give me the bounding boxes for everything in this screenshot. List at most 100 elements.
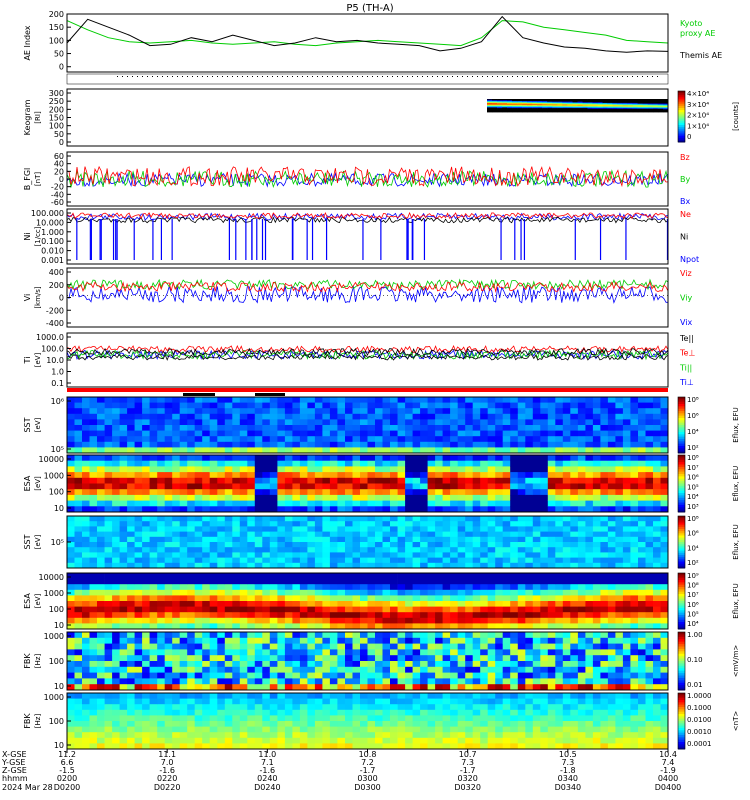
heatmap-cell bbox=[352, 419, 361, 426]
heatmap-cell bbox=[284, 472, 293, 479]
heatmap-cell bbox=[502, 573, 511, 579]
heatmap-cell bbox=[555, 500, 564, 507]
heatmap-cell bbox=[194, 557, 203, 564]
heatmap-cell bbox=[194, 402, 203, 409]
heatmap-cell bbox=[134, 612, 143, 619]
heatmap-cell bbox=[607, 552, 616, 558]
heatmap-cell bbox=[329, 637, 338, 644]
heatmap-cell bbox=[292, 516, 301, 522]
heatmap-cell bbox=[555, 460, 564, 467]
keogram-cell bbox=[612, 107, 619, 109]
heatmap-cell bbox=[645, 606, 654, 613]
keogram-cell bbox=[547, 101, 553, 103]
heatmap-cell bbox=[322, 617, 331, 624]
keogram-cell bbox=[622, 101, 629, 103]
keogram-cell bbox=[617, 102, 624, 104]
heatmap-cell bbox=[562, 419, 571, 426]
heatmap-cell bbox=[653, 460, 661, 467]
keogram-cell bbox=[517, 104, 523, 106]
heatmap-cell bbox=[97, 430, 105, 437]
heatmap-cell bbox=[420, 526, 428, 532]
heatmap-cell bbox=[74, 506, 83, 513]
heatmap-cell bbox=[97, 521, 105, 527]
heatmap-cell bbox=[292, 552, 301, 558]
heatmap-cell bbox=[307, 678, 316, 685]
heatmap-cell bbox=[247, 477, 256, 484]
heatmap-cell bbox=[67, 425, 75, 431]
heatmap-cell bbox=[547, 542, 556, 548]
heatmap-cell bbox=[465, 472, 474, 479]
heatmap-cell bbox=[592, 516, 601, 522]
heatmap-cell bbox=[570, 430, 579, 437]
keogram-cell bbox=[577, 104, 583, 106]
heatmap-cell bbox=[134, 562, 143, 569]
heatmap-cell bbox=[360, 623, 368, 630]
heatmap-cell bbox=[638, 516, 646, 522]
keogram-cell bbox=[497, 109, 503, 111]
keogram-cell bbox=[663, 105, 669, 107]
heatmap-cell bbox=[487, 547, 496, 553]
orbit-dot bbox=[402, 76, 403, 77]
heatmap-cell bbox=[82, 617, 90, 624]
heatmap-cell bbox=[367, 413, 376, 420]
keogram-cell bbox=[647, 102, 654, 104]
keogram-cell bbox=[663, 104, 669, 106]
heatmap-cell bbox=[119, 531, 128, 538]
heatmap-cell bbox=[495, 601, 504, 607]
heatmap-cell bbox=[179, 460, 188, 467]
heatmap-cell bbox=[179, 526, 188, 532]
heatmap-cell bbox=[547, 547, 556, 553]
orbit-dot bbox=[642, 76, 643, 77]
heatmap-cell bbox=[420, 500, 428, 507]
heatmap-cell bbox=[337, 466, 346, 473]
heatmap-cell bbox=[209, 436, 218, 443]
heatmap-cell bbox=[638, 460, 646, 467]
heatmap-cell bbox=[532, 589, 541, 596]
heatmap-cell bbox=[247, 562, 256, 569]
heatmap-cell bbox=[540, 447, 549, 454]
heatmap-cell bbox=[104, 506, 113, 513]
heatmap-cell bbox=[510, 589, 519, 596]
heatmap-cell bbox=[615, 441, 624, 448]
keogram-cell bbox=[592, 102, 598, 104]
keogram-cell bbox=[637, 108, 644, 110]
heatmap-cell bbox=[284, 684, 293, 691]
heatmap-cell bbox=[172, 617, 181, 624]
heatmap-cell bbox=[555, 419, 564, 426]
heatmap-cell bbox=[89, 617, 98, 624]
heatmap-cell bbox=[345, 494, 353, 501]
heatmap-cell bbox=[97, 672, 105, 679]
heatmap-cell bbox=[97, 612, 105, 619]
heatmap-cell bbox=[142, 408, 150, 415]
heatmap-cell bbox=[382, 617, 391, 624]
heatmap-cell bbox=[269, 649, 278, 656]
heatmap-cell bbox=[472, 494, 481, 501]
heatmap-cell bbox=[412, 531, 421, 538]
heatmap-cell bbox=[352, 606, 361, 613]
keogram-cell bbox=[647, 104, 654, 106]
heatmap-cell bbox=[607, 557, 616, 564]
heatmap-cell bbox=[299, 601, 308, 607]
heatmap-cell bbox=[487, 632, 496, 639]
keogram-cell bbox=[547, 106, 553, 108]
heatmap-cell bbox=[247, 547, 256, 553]
heatmap-cell bbox=[224, 516, 233, 522]
keogram-cell bbox=[652, 109, 659, 111]
heatmap-cell bbox=[405, 643, 413, 650]
keogram-cell bbox=[592, 99, 598, 101]
heatmap-cell bbox=[142, 436, 150, 443]
heatmap-cell bbox=[224, 601, 233, 607]
heatmap-cell bbox=[562, 584, 571, 591]
heatmap-cell bbox=[427, 661, 436, 668]
heatmap-cell bbox=[179, 466, 188, 473]
heatmap-cell bbox=[284, 678, 293, 685]
heatmap-cell bbox=[390, 460, 398, 467]
heatmap-cell bbox=[104, 460, 113, 467]
heatmap-cell bbox=[487, 666, 496, 673]
heatmap-cell bbox=[202, 477, 211, 484]
heatmap-cell bbox=[532, 419, 541, 426]
keogram-cell bbox=[567, 102, 573, 104]
heatmap-cell bbox=[209, 447, 218, 454]
